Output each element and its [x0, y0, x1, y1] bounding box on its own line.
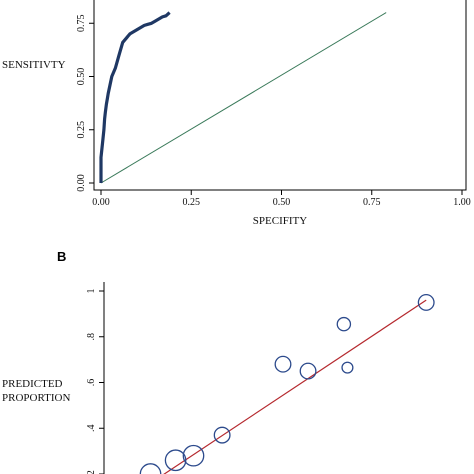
- roc-y-tick-label: 0.75: [76, 15, 87, 33]
- roc-chart: 0.00 0.25 0.50 0.75 0.00 0.25 0.50 0.75 1.00 SE…: [2, 0, 471, 227]
- roc-y-tick-label: 0.00: [76, 174, 87, 192]
- roc-x-tick-label: 0.25: [183, 197, 201, 208]
- calibration-point: [139, 463, 162, 474]
- calibration-point: [299, 362, 317, 380]
- roc-series-group: [99, 11, 387, 184]
- calibration-chart: B .2 .4 .6 .8 1 PREDICTED PROPORTION: [2, 249, 435, 474]
- calibration-point: [336, 316, 352, 332]
- roc-y-ticks: 0.00 0.25 0.50 0.75: [76, 15, 94, 192]
- calibration-point: [164, 449, 187, 472]
- roc-x-tick-label: 1.00: [453, 197, 471, 208]
- calibration-y-tick-label: 1: [86, 289, 97, 294]
- roc-y-tick-label: 0.25: [76, 121, 87, 139]
- calibration-y-tick-label: .2: [86, 470, 97, 474]
- calibration-y-tick-label: .8: [86, 333, 97, 341]
- calibration-y-axis-label-line-2: PROPORTION: [2, 392, 70, 404]
- calibration-series-group: [139, 293, 435, 474]
- calibration-point: [182, 444, 205, 467]
- roc-curve-line: [99, 11, 171, 183]
- roc-x-tick-label: 0.75: [363, 197, 381, 208]
- roc-y-axis-label: SENSITIVTY: [2, 59, 66, 71]
- calibration-point: [341, 361, 354, 374]
- roc-x-axis-label: SPECIFITY: [253, 215, 307, 227]
- calibration-y-ticks: .2 .4 .6 .8 1: [86, 289, 104, 474]
- calibration-fit-line: [163, 299, 427, 474]
- calibration-point: [417, 293, 435, 311]
- roc-x-ticks: 0.00 0.25 0.50 0.75 1.00: [92, 190, 471, 208]
- calibration-y-tick-label: .4: [86, 425, 97, 433]
- calibration-point: [274, 355, 292, 373]
- calibration-point: [213, 426, 231, 444]
- roc-x-tick-label: 0.50: [273, 197, 291, 208]
- reference-diagonal-line: [100, 12, 387, 184]
- panel-label-b: B: [57, 249, 66, 264]
- roc-y-tick-label: 0.50: [76, 68, 87, 86]
- calibration-y-tick-label: .6: [86, 379, 97, 387]
- roc-plot-frame: [93, 0, 467, 191]
- roc-x-tick-label: 0.00: [92, 197, 110, 208]
- calibration-y-axis-label-line-1: PREDICTED: [2, 378, 63, 390]
